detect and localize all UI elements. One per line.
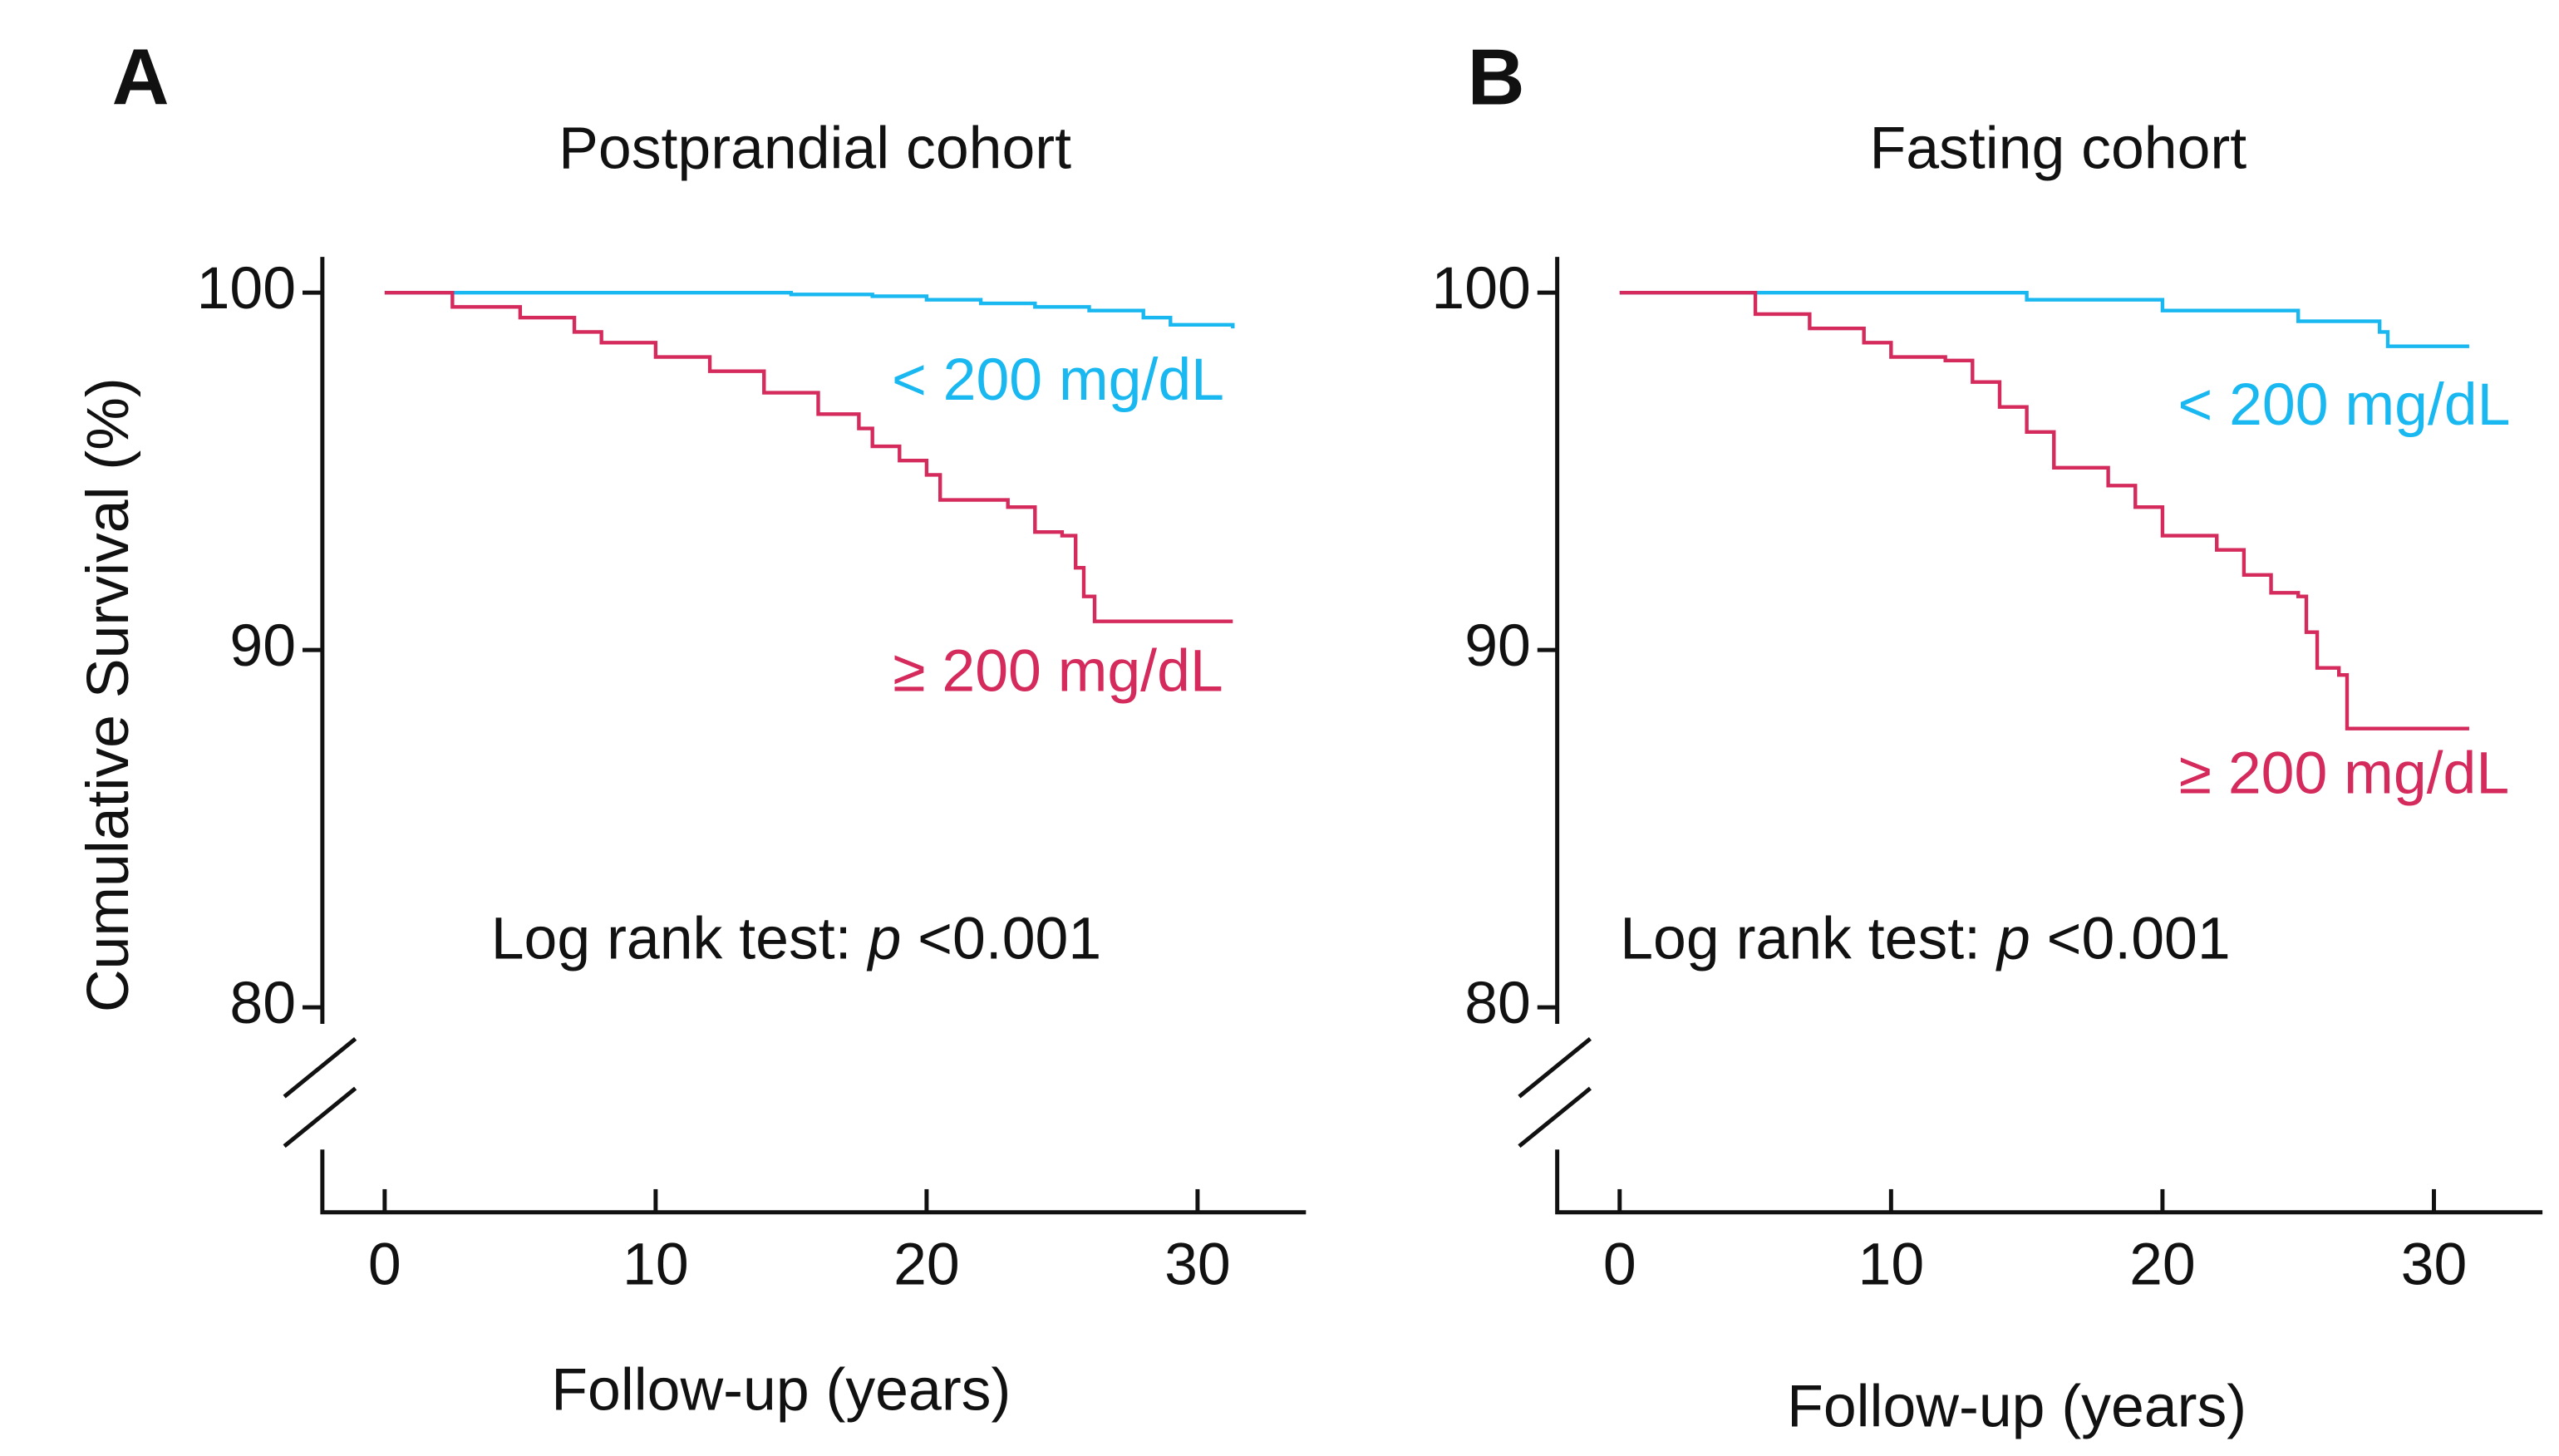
survival-curve	[1619, 290, 2469, 348]
x-tick-label: 20	[893, 1231, 960, 1297]
annotation: Log rank test: p <0.001	[491, 905, 1101, 971]
y-axis-label: Cumulative Survival (%)	[75, 377, 141, 1012]
curve-label: < 200 mg/dL	[892, 347, 1224, 413]
x-tick-label: 30	[1164, 1231, 1231, 1297]
annotation: Log rank test: p <0.001	[1620, 905, 2230, 971]
survival-curve	[1619, 290, 2469, 730]
x-tick-label: 10	[1858, 1231, 1925, 1297]
axis-break	[1518, 1037, 1592, 1149]
annotation-text: <0.001	[2047, 905, 2231, 971]
y-tick-label: 80	[229, 970, 296, 1036]
x-tick-label: 10	[623, 1231, 689, 1297]
curve-label: ≥ 200 mg/dL	[2179, 740, 2510, 807]
y-axis	[320, 257, 1307, 1215]
y-tick-label: 90	[229, 612, 296, 679]
x-tick-label: 20	[2129, 1231, 2196, 1297]
annotation-italic: p	[1996, 905, 2030, 971]
survival-curve	[384, 290, 1233, 623]
annotation-text: Log rank test:	[1620, 905, 1981, 971]
x-tick-label: 30	[2401, 1231, 2468, 1297]
axis-break	[283, 1037, 357, 1149]
y-axis	[1555, 257, 2543, 1215]
annotation-text: <0.001	[918, 905, 1101, 971]
panel-title: Fasting cohort	[1869, 116, 2247, 182]
curve-label: ≥ 200 mg/dL	[893, 637, 1223, 704]
annotation-italic: p	[866, 905, 901, 971]
x-tick-label: 0	[1603, 1231, 1636, 1297]
y-tick-label: 100	[197, 255, 296, 322]
x-axis-label: Follow-up (years)	[551, 1356, 1011, 1423]
x-tick-label: 0	[368, 1231, 401, 1297]
panel-label: B	[1468, 34, 1525, 122]
panel-label: A	[112, 34, 170, 122]
x-axis-label: Follow-up (years)	[1787, 1373, 2247, 1439]
annotation-text: Log rank test:	[491, 905, 852, 971]
y-tick-label: 100	[1431, 255, 1530, 322]
y-tick-label: 90	[1464, 612, 1531, 679]
curve-label: < 200 mg/dL	[2178, 371, 2510, 438]
y-tick-label: 80	[1464, 970, 1531, 1036]
survival-curve	[384, 290, 1235, 329]
panel-title: Postprandial cohort	[559, 116, 1071, 182]
